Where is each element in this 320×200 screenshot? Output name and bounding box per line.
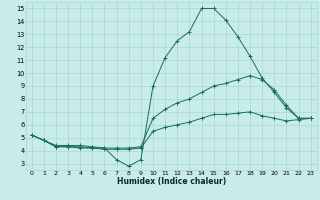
X-axis label: Humidex (Indice chaleur): Humidex (Indice chaleur) [116, 177, 226, 186]
